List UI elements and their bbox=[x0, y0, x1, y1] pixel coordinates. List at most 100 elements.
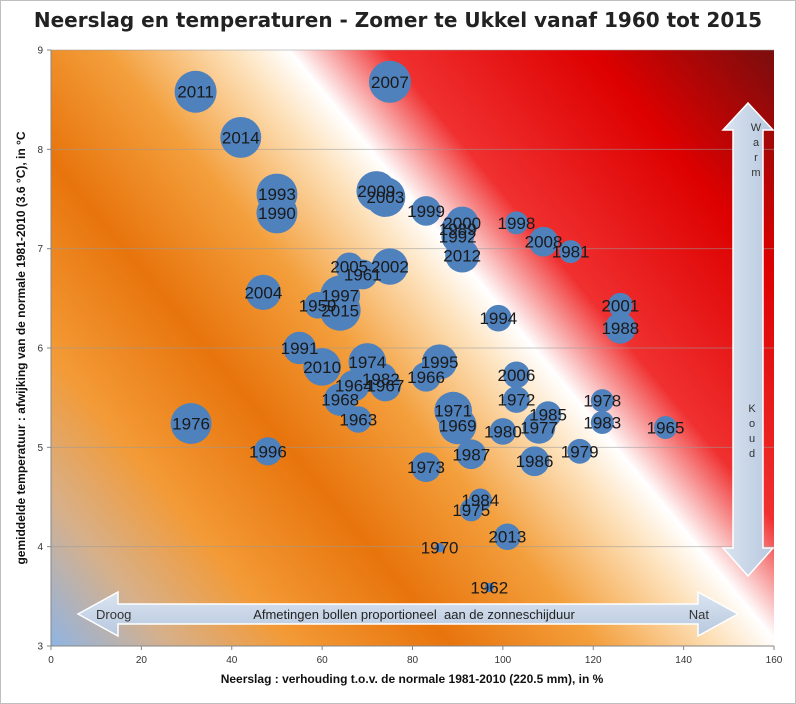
bubble-1998 bbox=[504, 211, 528, 235]
arrow-label-proportioneel: Afmetingen bollen proportioneel aan de z… bbox=[253, 607, 575, 622]
year-label-1962: 1962 bbox=[470, 578, 508, 597]
x-tick-label-40: 40 bbox=[226, 655, 238, 666]
bubble-1965 bbox=[654, 415, 678, 439]
bubble-2012 bbox=[445, 238, 480, 273]
year-label-1981: 1981 bbox=[552, 243, 590, 262]
year-label-1986: 1986 bbox=[516, 452, 554, 471]
year-label-2008: 2008 bbox=[525, 233, 563, 252]
year-label-1991: 1991 bbox=[281, 339, 319, 358]
year-label-1988: 1988 bbox=[601, 319, 639, 338]
year-label-2012: 2012 bbox=[443, 247, 481, 266]
year-label-2010: 2010 bbox=[303, 358, 341, 377]
year-label-1971: 1971 bbox=[434, 402, 472, 421]
year-label-2001: 2001 bbox=[601, 296, 639, 315]
y-tick-label-7: 7 bbox=[37, 244, 43, 255]
y-tick-label-8: 8 bbox=[37, 145, 43, 156]
year-label-1964: 1964 bbox=[335, 377, 373, 396]
year-label-1972: 1972 bbox=[498, 391, 536, 410]
x-tick-labels: 0 20 40 60 80 100 120 140 160 bbox=[48, 646, 783, 666]
year-label-1963: 1963 bbox=[339, 411, 377, 430]
year-label-1995: 1995 bbox=[421, 353, 459, 372]
bubble-2011 bbox=[174, 70, 217, 113]
year-label-1974: 1974 bbox=[348, 353, 386, 372]
bubble-1994 bbox=[485, 304, 512, 332]
koud-letter-d: d bbox=[749, 448, 755, 460]
year-label-1996: 1996 bbox=[249, 442, 287, 461]
year-label-1989: 1989 bbox=[439, 220, 477, 239]
year-label-1983: 1983 bbox=[583, 414, 621, 433]
year-label-1987: 1987 bbox=[452, 445, 490, 464]
year-label-2003: 2003 bbox=[366, 188, 404, 207]
bubble-1980 bbox=[489, 418, 517, 445]
bubble-1968 bbox=[323, 383, 357, 416]
bubble-2001 bbox=[607, 292, 633, 318]
bubble-1975 bbox=[459, 498, 483, 522]
year-label-2006: 2006 bbox=[498, 366, 536, 385]
bubble-2006 bbox=[503, 361, 530, 389]
year-label-1975: 1975 bbox=[452, 501, 490, 520]
year-label-1994: 1994 bbox=[479, 309, 517, 328]
x-tick-label-60: 60 bbox=[317, 655, 329, 666]
bubble-2004 bbox=[245, 274, 281, 310]
bubble-1996 bbox=[253, 437, 282, 466]
x-tick-label-20: 20 bbox=[136, 655, 148, 666]
gridlines bbox=[51, 49, 774, 548]
bubble-1990 bbox=[256, 192, 298, 234]
year-label-1985: 1985 bbox=[529, 406, 567, 425]
bubbles-layer bbox=[170, 60, 678, 593]
bubble-1967 bbox=[369, 370, 401, 402]
x-tick-label-140: 140 bbox=[675, 655, 692, 666]
year-label-1967: 1967 bbox=[366, 377, 404, 396]
year-label-1969: 1969 bbox=[439, 416, 477, 435]
arrow-label-droog: Droog bbox=[96, 607, 131, 622]
year-label-2013: 2013 bbox=[488, 528, 526, 547]
year-label-1968: 1968 bbox=[321, 391, 359, 410]
year-label-2011: 2011 bbox=[177, 83, 214, 102]
y-tick-labels: 3 4 5 6 7 8 9 bbox=[37, 46, 51, 653]
bubble-1981 bbox=[559, 240, 583, 264]
y-axis-label: gemiddelde temperatuur : afwijking van d… bbox=[14, 131, 28, 564]
bubble-2010 bbox=[303, 348, 341, 386]
bubble-2014 bbox=[220, 116, 262, 158]
bubble-1970 bbox=[434, 542, 445, 553]
y-tick-label-3: 3 bbox=[37, 642, 43, 653]
x-tick-label-100: 100 bbox=[495, 655, 512, 666]
bubble-1973 bbox=[411, 452, 441, 483]
bubble-2003 bbox=[365, 177, 406, 217]
bubble-1978 bbox=[590, 389, 614, 413]
year-label-2002: 2002 bbox=[371, 258, 409, 277]
year-label-1998: 1998 bbox=[498, 214, 536, 233]
year-label-2009: 2009 bbox=[357, 182, 395, 201]
year-label-1959: 1959 bbox=[299, 296, 337, 315]
year-label-1961: 1961 bbox=[344, 265, 382, 284]
x-axis-label: Neerslag : verhouding t.o.v. de normale … bbox=[221, 672, 604, 686]
bubble-1961 bbox=[347, 259, 378, 290]
bubble-2015 bbox=[319, 289, 361, 331]
warm-letter-a: a bbox=[753, 137, 760, 149]
bubble-1962 bbox=[484, 582, 495, 593]
bubble-1979 bbox=[567, 438, 593, 464]
year-label-1993: 1993 bbox=[258, 185, 296, 204]
arrow-label-nat: Nat bbox=[689, 607, 710, 622]
bubble-2002 bbox=[371, 248, 409, 285]
year-label-1977: 1977 bbox=[520, 418, 558, 437]
year-label-1990: 1990 bbox=[258, 204, 296, 223]
warm-letter-r: r bbox=[754, 152, 758, 164]
year-label-1999: 1999 bbox=[407, 202, 445, 221]
bubble-1988 bbox=[604, 312, 636, 344]
y-tick-label-6: 6 bbox=[37, 344, 43, 355]
bubble-1999 bbox=[411, 196, 441, 226]
vertical-double-arrow bbox=[721, 101, 775, 578]
year-label-1979: 1979 bbox=[561, 442, 599, 461]
year-label-2007: 2007 bbox=[371, 73, 409, 92]
bubble-1976 bbox=[170, 403, 212, 444]
year-label-1965: 1965 bbox=[647, 418, 685, 437]
bubble-1972 bbox=[503, 386, 530, 413]
year-label-1997: 1997 bbox=[321, 286, 359, 305]
x-tick-label-0: 0 bbox=[48, 655, 54, 666]
bubble-2008 bbox=[528, 226, 559, 257]
warm-letter-w: W bbox=[751, 122, 762, 134]
bubble-1977 bbox=[522, 411, 556, 444]
